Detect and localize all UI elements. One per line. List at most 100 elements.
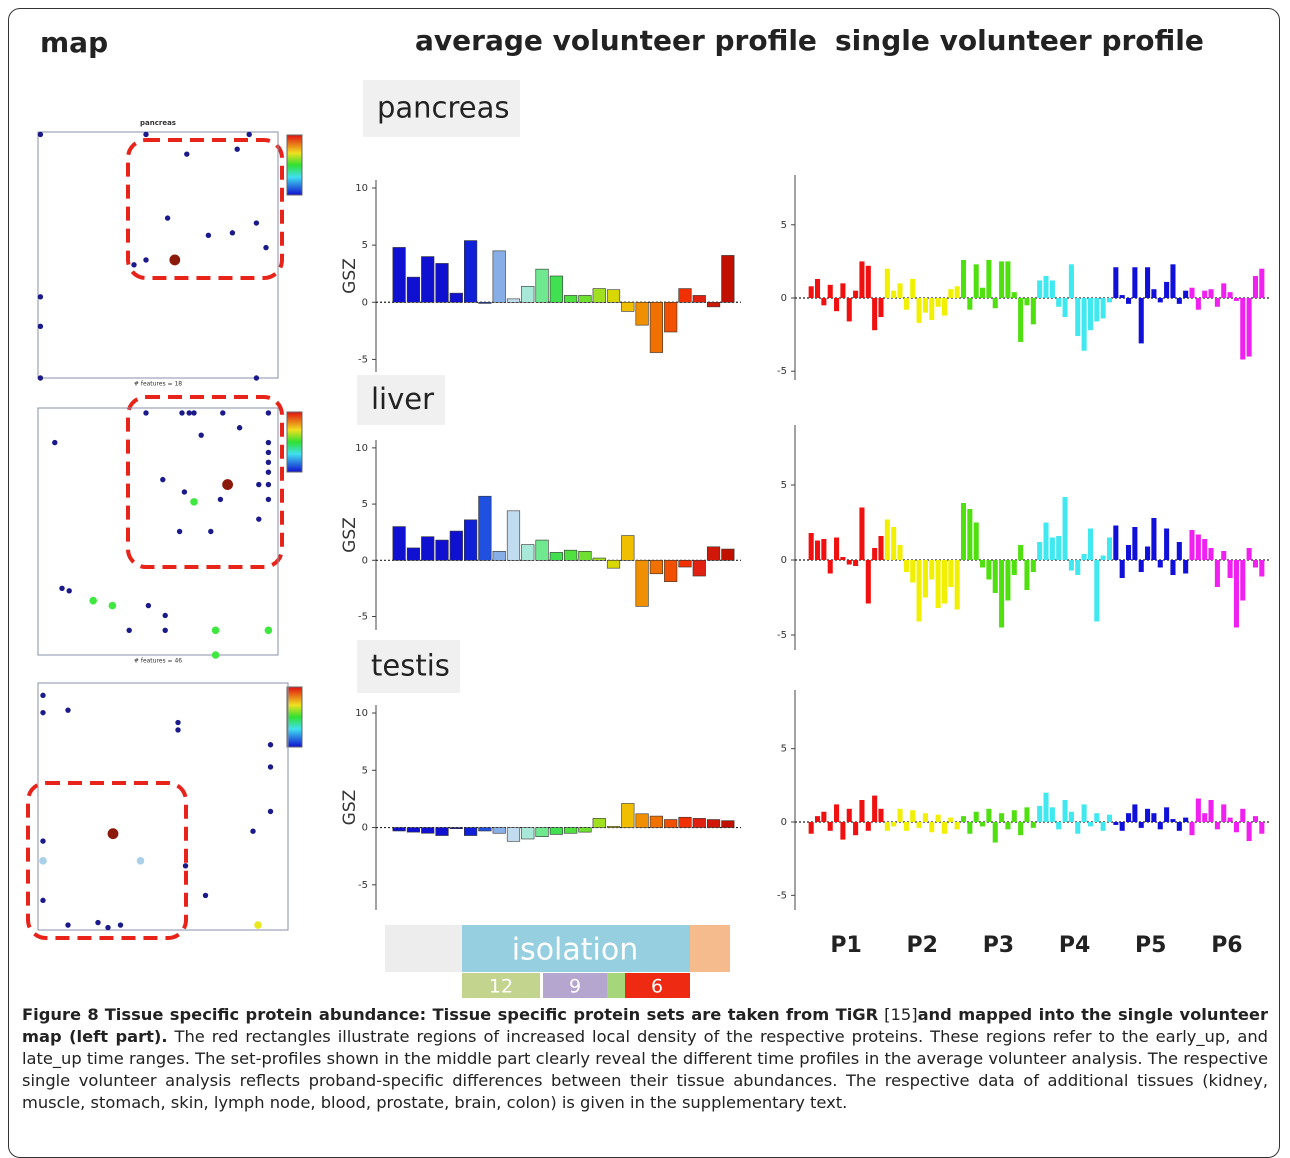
bar <box>1259 560 1265 577</box>
bar <box>1125 545 1132 560</box>
tissue-label-box <box>357 375 445 425</box>
bar <box>721 255 735 303</box>
map-point <box>253 375 260 381</box>
bar <box>1157 560 1163 568</box>
y-tick-label: 0 <box>781 817 787 828</box>
map-point <box>217 496 224 503</box>
bar <box>1164 528 1170 560</box>
bar <box>606 826 621 828</box>
bar <box>1106 537 1113 560</box>
map-point <box>254 921 262 929</box>
map-point <box>143 131 149 138</box>
map-point <box>256 481 262 488</box>
timeline-segment <box>462 973 540 998</box>
bar <box>649 301 663 353</box>
bar <box>1062 800 1068 822</box>
bar <box>1221 283 1227 298</box>
bar <box>967 509 973 560</box>
bar <box>903 560 909 572</box>
bar <box>649 815 663 828</box>
y-axis-label: GSZ <box>340 517 360 553</box>
bar <box>808 533 814 560</box>
y-tick-label: -5 <box>777 366 787 377</box>
bar <box>678 816 692 828</box>
bar <box>1113 267 1119 298</box>
bar <box>922 298 928 313</box>
bar <box>1132 804 1138 822</box>
timeline-segment <box>385 925 462 972</box>
map-point <box>250 828 256 834</box>
timeline-count: 12 <box>489 976 513 998</box>
map-point <box>211 651 220 659</box>
bar <box>897 545 903 560</box>
y-tick-label: -5 <box>358 354 368 365</box>
caption-reference: [15] <box>884 1005 918 1024</box>
bar <box>954 286 960 298</box>
bar <box>664 301 678 333</box>
map-point <box>126 627 132 633</box>
map-point <box>264 626 273 635</box>
bar <box>1170 264 1176 298</box>
bar <box>1151 289 1157 298</box>
bar <box>549 275 563 303</box>
bar <box>1106 814 1113 822</box>
bar <box>1252 816 1259 822</box>
bar <box>1227 560 1233 578</box>
bar <box>549 552 563 561</box>
bar <box>635 301 649 326</box>
bar <box>1049 280 1055 298</box>
map-point <box>131 262 137 268</box>
bar <box>1208 289 1214 298</box>
bar <box>1259 822 1265 834</box>
bar <box>1005 560 1011 601</box>
bar <box>967 298 973 310</box>
bar <box>1024 560 1030 590</box>
map-point <box>162 627 168 633</box>
bar <box>891 290 897 298</box>
map-point <box>175 727 181 733</box>
bar <box>986 259 992 298</box>
y-tick-label: 5 <box>362 765 368 776</box>
bar <box>421 256 435 303</box>
map-point <box>39 857 47 865</box>
bar <box>1113 822 1119 825</box>
bar <box>421 536 435 561</box>
bar <box>1030 560 1036 572</box>
map-point <box>89 596 97 605</box>
bar <box>853 822 859 836</box>
map-footer: # features = 18 <box>134 381 182 388</box>
bar <box>1075 560 1081 575</box>
bar <box>592 818 606 828</box>
y-tick-label: 10 <box>355 708 368 719</box>
bar <box>1240 298 1246 360</box>
bar <box>929 822 935 833</box>
bar <box>808 822 814 834</box>
timeline-label: isolation <box>512 933 639 968</box>
column-header: average volunteer profile <box>415 24 817 57</box>
bar <box>992 560 998 593</box>
bar <box>492 827 506 834</box>
bar <box>564 295 578 303</box>
bar <box>1246 822 1252 842</box>
bar <box>1043 276 1049 298</box>
y-tick-label: 5 <box>781 480 787 491</box>
bar <box>897 283 903 298</box>
bar <box>1100 298 1106 319</box>
bar <box>1018 822 1024 836</box>
bar <box>973 522 979 560</box>
caption: Figure 8 Tissue specific protein abundan… <box>22 1004 1268 1114</box>
bar <box>678 288 692 303</box>
bar <box>1246 298 1252 357</box>
bar <box>992 822 998 843</box>
map-point <box>265 481 272 488</box>
bar <box>1056 536 1062 560</box>
map-point <box>186 410 192 416</box>
bar <box>853 290 859 298</box>
timeline-segment <box>462 925 690 972</box>
bar <box>406 827 421 833</box>
bar <box>1018 298 1024 342</box>
bar <box>1138 822 1144 828</box>
bar <box>1183 290 1189 298</box>
map-footer: # features = 46 <box>134 658 182 665</box>
bar <box>986 560 992 580</box>
